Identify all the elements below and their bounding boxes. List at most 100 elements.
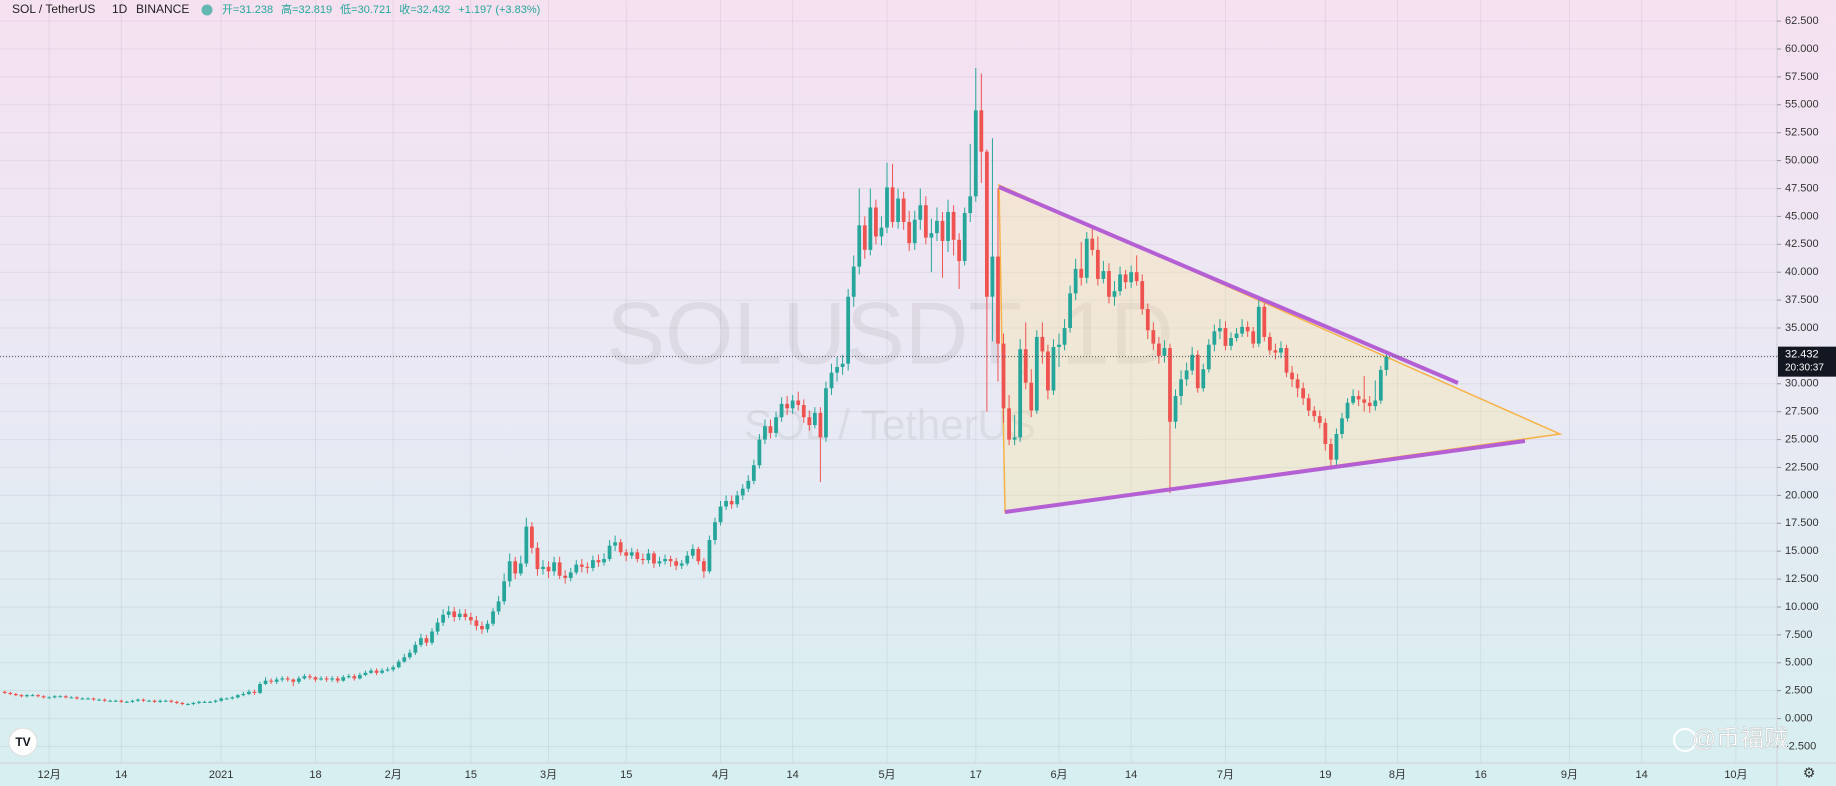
candle-body [457, 613, 462, 618]
svg-text:TV: TV [15, 735, 30, 749]
candle-body [474, 620, 479, 626]
candle-body [652, 553, 656, 564]
candle-body [1301, 388, 1306, 399]
candle-body [1245, 326, 1250, 332]
candle-body [907, 221, 912, 244]
candle-body [47, 697, 52, 699]
candle-body [1023, 349, 1028, 383]
candle-body [352, 676, 357, 679]
candle-body [1073, 268, 1078, 294]
candle-body [1029, 382, 1034, 411]
candle-body [874, 207, 878, 237]
x-tick-label: 14 [1635, 769, 1647, 781]
candle-body [1378, 369, 1383, 401]
candle-body [63, 696, 68, 698]
candle-body [430, 631, 434, 643]
candle-body [957, 239, 962, 262]
candle-body [635, 552, 640, 559]
candle-body [574, 564, 579, 573]
candle-body [102, 699, 107, 701]
candle-body [1234, 333, 1239, 339]
y-tick-label: -2.500 [1785, 740, 1816, 752]
candle-body [1095, 249, 1100, 279]
author-mark: @币福贼 [1673, 725, 1788, 753]
y-tick-label: 35.000 [1785, 322, 1819, 334]
interval: 1D [112, 2, 128, 16]
ohlc-item: 低=30.721 [340, 3, 391, 16]
candle-body [302, 676, 307, 679]
status-dot[interactable] [201, 4, 213, 16]
x-tick-label: 15 [620, 769, 632, 781]
candle-body [324, 678, 329, 680]
settings-icon[interactable]: ⚙ [1803, 765, 1816, 781]
y-tick-label: 40.000 [1785, 266, 1819, 278]
candle-body [990, 256, 995, 297]
candle-body [962, 213, 967, 262]
candle-body [285, 678, 290, 680]
grid [0, 0, 1777, 763]
candle-body [1212, 331, 1217, 345]
candle-body [463, 613, 468, 618]
candle-body [774, 417, 778, 433]
candle-body [951, 211, 956, 240]
candle-body [1123, 274, 1128, 283]
candle-body [751, 465, 756, 481]
candle-body [25, 695, 29, 697]
y-tick-label: 5.000 [1785, 657, 1813, 669]
ohlc-item: 高=32.819 [281, 2, 332, 16]
candle-body [1012, 437, 1017, 440]
candle-body [202, 701, 207, 703]
candle-body [535, 547, 540, 570]
candle-body [441, 614, 445, 623]
candle-body [657, 561, 662, 564]
candle-body [1284, 348, 1289, 373]
y-tick-label: 47.500 [1785, 182, 1819, 194]
y-tick-label: 42.500 [1785, 238, 1819, 250]
candle-body [180, 702, 185, 705]
candle-body [901, 198, 906, 222]
ohlc-item: 收=32.432 [399, 2, 450, 16]
candle-body [646, 553, 651, 561]
candle-body [740, 488, 745, 496]
candle-body [258, 683, 262, 693]
candle-body [857, 225, 862, 267]
candle-body [546, 566, 551, 572]
y-tick-label: 20.000 [1785, 489, 1819, 501]
candle-body [1168, 348, 1172, 422]
y-tick-label: 10.000 [1785, 601, 1819, 613]
candle-body [868, 207, 873, 250]
candle-body [252, 691, 257, 693]
candle-body [1340, 418, 1344, 435]
y-tick-label: 15.000 [1785, 545, 1819, 557]
candle-body [851, 266, 856, 297]
candle-body [812, 412, 817, 426]
candle-body [591, 560, 595, 568]
candle-body [1051, 346, 1056, 391]
candle-body [507, 561, 512, 582]
candle-body [996, 256, 1000, 344]
candle-body [496, 601, 501, 612]
ohlc-item: +1.197 (+3.83%) [458, 4, 540, 16]
x-tick-label: 5月 [878, 769, 895, 781]
candle-body [563, 575, 568, 578]
candle-body [97, 699, 101, 701]
candle-body [269, 680, 273, 682]
candle-body [929, 233, 934, 238]
candle-body [30, 695, 35, 697]
candle-body [346, 676, 351, 678]
candle-body [729, 500, 734, 505]
candle-body [58, 696, 63, 698]
price-countdown: 20:30:37 [1785, 362, 1824, 373]
candle-body [263, 680, 268, 684]
x-tick-label: 15 [465, 769, 477, 781]
candle-body [1295, 379, 1300, 389]
x-tick-label: 19 [1319, 769, 1331, 781]
candle-body [552, 562, 556, 572]
candle-body [1267, 336, 1272, 351]
candle-body [335, 678, 340, 681]
candle-body [690, 548, 695, 556]
candle-body [208, 701, 212, 703]
candle-body [707, 540, 712, 572]
candle-body [973, 110, 978, 197]
candle-body [1007, 408, 1011, 440]
